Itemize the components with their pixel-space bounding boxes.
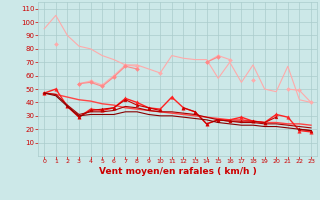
X-axis label: Vent moyen/en rafales ( km/h ): Vent moyen/en rafales ( km/h ) <box>99 167 256 176</box>
